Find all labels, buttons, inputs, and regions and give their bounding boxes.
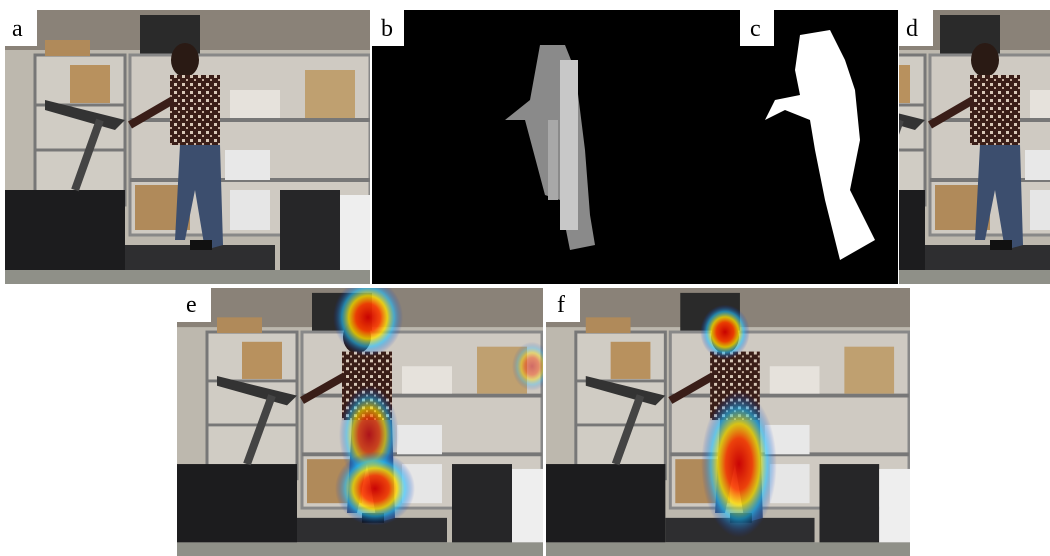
panel-f [546,288,910,556]
panel-e [177,278,552,556]
panel-label: c [750,16,761,42]
panel-label: e [186,292,197,318]
panel-label: b [381,16,393,42]
panel-a [5,10,371,284]
panel-c [738,10,898,284]
panel-label: a [12,16,23,42]
panel-label: d [906,16,918,42]
panel-label: f [557,292,565,318]
panel-b [372,10,738,284]
figure: a b c d e f [0,0,1050,556]
